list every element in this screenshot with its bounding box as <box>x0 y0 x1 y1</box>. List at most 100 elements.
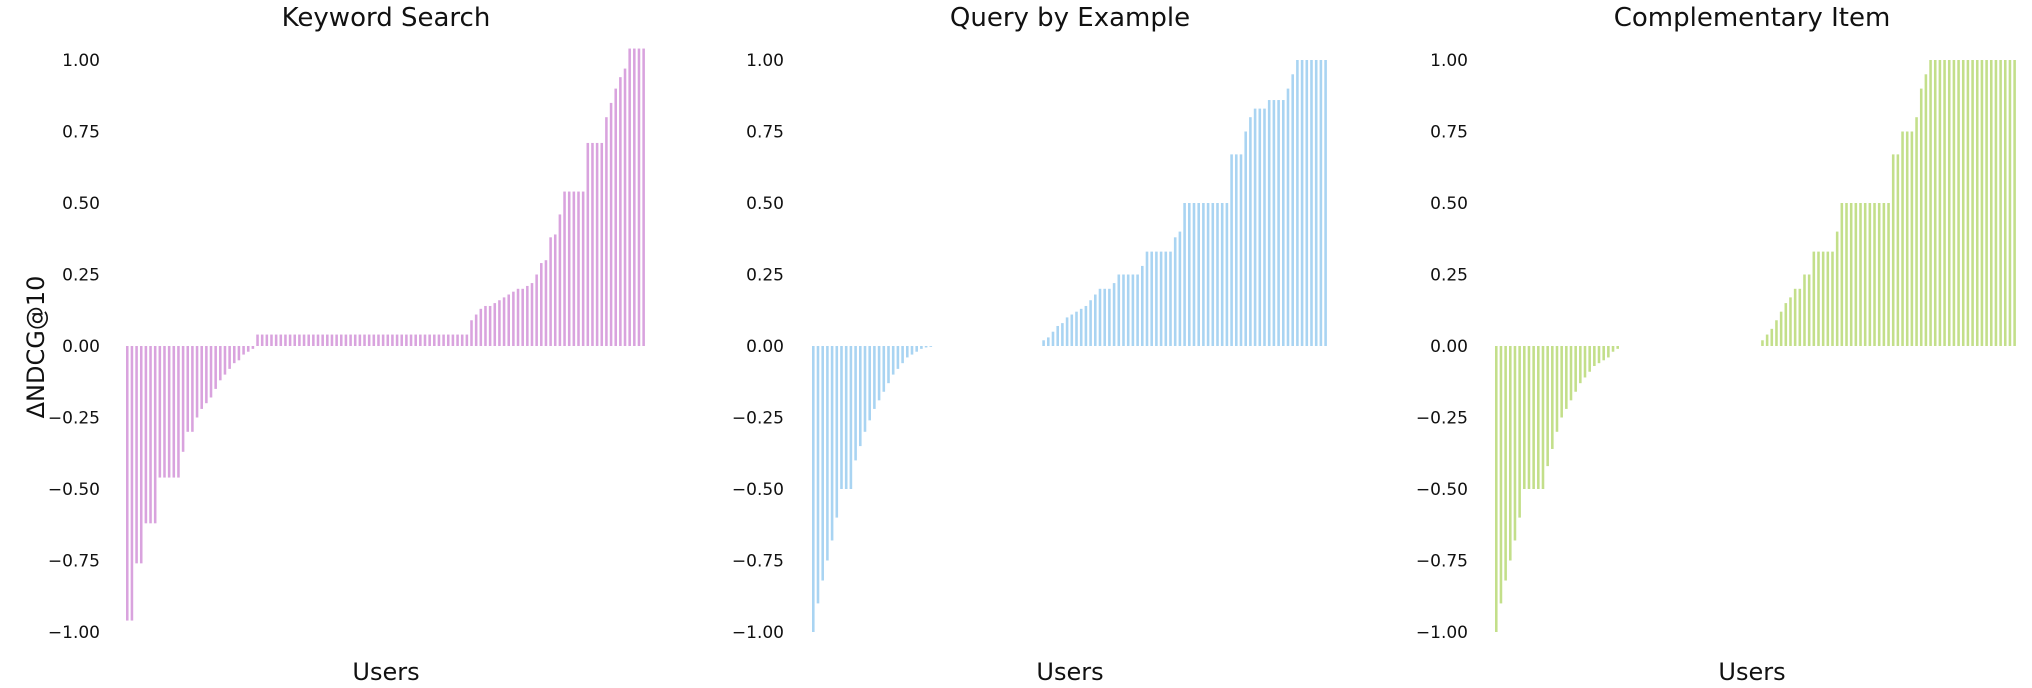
bar <box>167 346 171 478</box>
bar <box>887 346 890 384</box>
bar <box>1089 300 1092 346</box>
bar <box>1579 346 1582 384</box>
bar <box>581 191 585 346</box>
bar <box>1611 346 1615 352</box>
bar <box>544 260 548 346</box>
bar <box>1807 274 1811 346</box>
bar <box>1272 100 1276 346</box>
bar <box>637 48 641 347</box>
bar <box>246 346 250 352</box>
bar <box>1943 60 1946 346</box>
bar <box>633 48 636 347</box>
bar <box>1244 131 1247 346</box>
bar <box>1202 203 1205 346</box>
bar <box>1216 203 1219 346</box>
bar <box>456 334 459 346</box>
bar <box>1164 251 1168 346</box>
bar <box>1551 346 1554 449</box>
bar <box>1122 274 1125 346</box>
bar <box>1103 288 1106 346</box>
panel-1: Keyword Search −1.00 −0.75 −0.50 −0.25 0.00 0.… <box>48 3 645 686</box>
bar <box>1863 203 1867 346</box>
bar <box>293 334 297 346</box>
bar <box>228 346 231 369</box>
bar <box>135 346 138 564</box>
bar <box>1499 346 1503 604</box>
bar <box>1803 274 1806 346</box>
bar <box>1887 203 1890 346</box>
x-axis-label: Users <box>1036 658 1103 686</box>
bar <box>349 334 352 346</box>
bar <box>1784 303 1788 346</box>
bar <box>1136 274 1139 346</box>
bar <box>316 334 320 346</box>
bar <box>498 300 501 346</box>
bar <box>1994 60 1998 346</box>
bar <box>623 68 627 346</box>
bar <box>891 346 895 375</box>
bar <box>158 346 162 478</box>
bar <box>353 334 357 346</box>
bar <box>901 346 904 364</box>
bar <box>1975 60 1979 346</box>
bar <box>642 48 645 347</box>
bar <box>863 346 867 432</box>
y-tick-label: 0.00 <box>746 337 784 357</box>
bar <box>1282 100 1285 346</box>
y-tick-label: 0.50 <box>1430 194 1468 214</box>
bar <box>600 142 604 346</box>
bar <box>910 346 914 355</box>
bar <box>1896 154 1900 346</box>
y-tick-label: 0.25 <box>1430 266 1468 286</box>
bar <box>1150 251 1153 346</box>
bar <box>821 346 824 581</box>
panel-3: Complementary Item −1.00 −0.75 −0.50 −0.25 0.… <box>1416 3 2016 686</box>
bar <box>1239 154 1243 346</box>
bar <box>1183 203 1186 346</box>
bar <box>363 334 366 346</box>
bar <box>830 346 834 541</box>
bar <box>1877 203 1881 346</box>
bar <box>1775 320 1778 346</box>
y-axis-label: ΔNDCG@10 <box>22 276 50 419</box>
bar <box>595 142 599 346</box>
bar <box>419 334 422 346</box>
bar <box>1901 131 1904 346</box>
y-tick-label: 0.25 <box>746 266 784 286</box>
bar <box>840 346 843 489</box>
bar <box>391 334 394 346</box>
bar <box>144 346 148 524</box>
bar <box>1527 346 1531 489</box>
bar <box>191 346 194 432</box>
bar <box>232 346 236 364</box>
bar <box>512 291 515 346</box>
bar <box>1324 60 1327 346</box>
bar <box>200 346 203 409</box>
bar <box>549 237 552 346</box>
bar <box>153 346 157 524</box>
y-tick-label: −1.00 <box>48 623 100 643</box>
bar <box>195 346 199 418</box>
y-tick-label: −0.50 <box>1416 480 1468 500</box>
bar <box>335 334 338 346</box>
bar <box>223 346 227 375</box>
y-tick-label: −1.00 <box>732 623 784 643</box>
bar <box>423 334 427 346</box>
bar <box>1779 311 1783 346</box>
bar <box>1541 346 1545 489</box>
bar <box>470 320 473 346</box>
bar <box>1523 346 1526 489</box>
bar <box>209 346 213 398</box>
bar <box>442 334 445 346</box>
bar <box>1513 346 1517 541</box>
bar <box>1999 60 2002 346</box>
y-tick-label: −1.00 <box>1416 623 1468 643</box>
bar <box>1319 60 1323 346</box>
y-tick-label: 1.00 <box>62 51 100 71</box>
bar <box>873 346 876 409</box>
bar <box>326 334 329 346</box>
bar <box>367 334 371 346</box>
bar <box>488 305 492 346</box>
bar <box>205 346 208 404</box>
